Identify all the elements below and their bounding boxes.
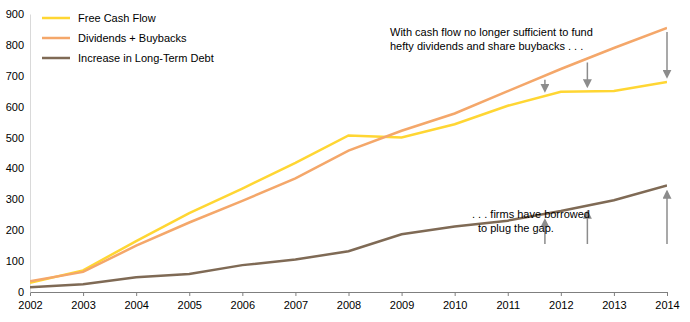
y-tick-label: 900: [6, 8, 24, 20]
series-line: [30, 28, 667, 281]
y-tick: 700: [6, 70, 30, 82]
legend-item: Dividends + Buybacks: [42, 32, 187, 44]
legend-swatch: [42, 17, 70, 20]
plot: 2002 2003 2004 2005 2006 2007 2008 2009 2010 2011…: [6, 8, 680, 311]
annotation-text: . . . firms have borrowed: [472, 208, 590, 220]
x-tick-label: 2014: [655, 299, 679, 311]
x-tick-mark: [614, 292, 615, 296]
legend-label: Dividends + Buybacks: [78, 32, 187, 44]
y-tick: 600: [6, 101, 30, 113]
x-tick: 2008: [337, 292, 361, 311]
x-tick: 2013: [602, 292, 626, 311]
y-tick: 800: [6, 39, 30, 51]
x-tick-mark: [667, 292, 668, 296]
x-tick-label: 2006: [231, 299, 255, 311]
x-tick: 2014: [655, 292, 679, 311]
x-axis: 2002 2003 2004 2005 2006 2007 2008 2009 2010 2011…: [18, 292, 679, 311]
y-tick: 100: [6, 255, 30, 267]
y-tick-label: 300: [6, 193, 24, 205]
arrow: [666, 32, 668, 77]
arrow: [544, 80, 546, 91]
x-tick: 2005: [178, 292, 202, 311]
y-tick-label: 0: [18, 286, 24, 298]
y-axis: 0 100 200 300 400 500 600 700 800 900: [6, 8, 31, 298]
y-tick-label: 600: [6, 101, 24, 113]
series-line: [30, 185, 667, 287]
y-axis-line: [30, 15, 31, 293]
legend-swatch: [42, 57, 70, 60]
x-tick-label: 2011: [496, 299, 520, 311]
legend-label: Increase in Long-Term Debt: [78, 52, 214, 64]
x-tick-mark: [508, 292, 509, 296]
x-tick-label: 2010: [443, 299, 467, 311]
annotation-text: With cash flow no longer sufficient to f…: [390, 26, 593, 38]
x-tick-mark: [136, 292, 137, 296]
legend-label: Free Cash Flow: [78, 12, 156, 24]
x-tick-label: 2007: [284, 299, 308, 311]
series-line: [30, 82, 667, 283]
x-tick-mark: [30, 292, 31, 296]
x-tick: 2004: [124, 292, 148, 311]
y-tick: 200: [6, 224, 30, 236]
legend-item: Free Cash Flow: [42, 12, 156, 24]
x-tick: 2006: [231, 292, 255, 311]
arrow: [587, 62, 589, 86]
x-tick-mark: [242, 292, 243, 296]
x-tick-label: 2008: [337, 299, 361, 311]
x-tick: 2007: [284, 292, 308, 311]
y-tick: 0: [18, 286, 30, 298]
arrow: [666, 191, 668, 244]
x-tick-mark: [402, 292, 403, 296]
y-tick: 500: [6, 132, 30, 144]
x-tick: 2012: [549, 292, 573, 311]
y-tick-label: 200: [6, 224, 24, 236]
annotation-text: to plug the gap.: [478, 222, 554, 234]
legend: Free Cash Flow Dividends + Buybacks Increa…: [42, 12, 214, 64]
y-tick: 400: [6, 162, 30, 174]
annotations: With cash flow no longer sufficient to f…: [390, 26, 593, 234]
y-tick-label: 700: [6, 70, 24, 82]
x-tick: 2011: [496, 292, 520, 311]
x-axis-line: [31, 293, 668, 297]
x-tick-label: 2002: [18, 299, 42, 311]
x-tick-mark: [561, 292, 562, 296]
lines: [30, 28, 667, 287]
x-tick-mark: [189, 292, 190, 296]
x-tick-mark: [295, 292, 296, 296]
x-tick-label: 2013: [602, 299, 626, 311]
x-tick-mark: [455, 292, 456, 296]
x-tick-label: 2005: [178, 299, 202, 311]
y-tick-label: 400: [6, 162, 24, 174]
legend-item: Increase in Long-Term Debt: [42, 52, 214, 64]
x-tick-mark: [83, 292, 84, 296]
y-tick-label: 800: [6, 39, 24, 51]
y-tick: 300: [6, 193, 30, 205]
x-tick-mark: [349, 292, 350, 296]
x-tick: 2010: [443, 292, 467, 311]
legend-swatch: [42, 37, 70, 40]
y-tick-label: 500: [6, 132, 24, 144]
x-tick-label: 2012: [549, 299, 573, 311]
annotation-text: hefty dividends and share buybacks . . .: [390, 40, 583, 52]
x-tick: 2009: [390, 292, 414, 311]
chart: 2002 2003 2004 2005 2006 2007 2008 2009 2010 2011…: [0, 0, 690, 322]
x-tick-label: 2004: [124, 299, 148, 311]
y-tick-label: 100: [6, 255, 24, 267]
x-tick-label: 2009: [390, 299, 414, 311]
x-tick-label: 2003: [71, 299, 95, 311]
y-tick: 900: [6, 8, 30, 20]
x-tick: 2003: [71, 292, 95, 311]
